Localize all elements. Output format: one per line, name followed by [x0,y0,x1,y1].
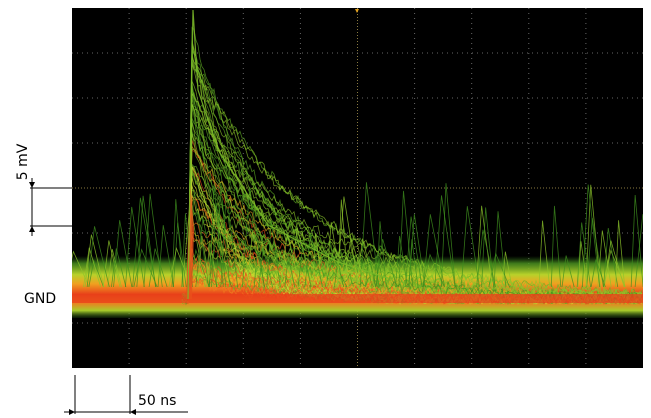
noise-spike [246,231,264,288]
noise-spike [383,251,406,288]
vertical-scale-label: 5 mV [15,143,31,180]
horizontal-scale-label: 50 ns [138,393,176,409]
ground-label: GND [24,291,56,307]
noise-spike [597,230,612,288]
noise-spike [325,222,342,288]
trace [181,49,643,301]
noise-spike [603,227,619,288]
noise-spike [171,199,184,288]
noise-spike [125,206,145,288]
noise-spike [590,259,606,288]
noise-spike [336,196,359,288]
noise-spike [102,240,121,288]
noise-spike [148,248,168,288]
noise-spike [481,207,495,288]
noise-spike [422,253,445,288]
noise-spike [581,184,601,288]
noise-spike [440,183,456,288]
noise-spike [88,258,104,288]
noise-spike [488,252,510,288]
noise-spike [422,214,445,288]
noise-spike [113,220,133,288]
noise-spike [356,238,375,288]
noise-spike [395,236,408,288]
noise-spike [475,205,493,288]
noise-spike [168,246,192,288]
noise-spike [143,193,163,288]
noise-spike [133,248,158,288]
noise-spike [304,233,323,288]
noise-spike [297,247,312,288]
noise-spike [416,259,434,288]
trace [181,56,643,298]
noise-spike [434,195,456,288]
noise-spike [501,251,513,288]
noise-spike [576,222,591,288]
noise-spike [550,205,562,288]
noise-spike [405,216,423,288]
peak-envelope [187,9,389,300]
noise-spike [215,183,231,288]
noise-spike [83,247,102,288]
noise-spike [205,241,219,288]
noise-spike [365,255,377,288]
noise-spike [493,211,507,288]
noise-spike [408,239,419,288]
noise-spike [209,184,224,288]
noise-spike [615,220,626,288]
noise-spike [266,220,281,288]
noise-spike [585,184,601,288]
noise-spike [284,255,296,288]
trigger-marker [355,9,359,13]
noise-spike [208,237,232,288]
noise-spike [242,186,265,288]
noise-spike [157,225,175,288]
noise-spike [376,221,387,288]
noise-spike [86,226,110,288]
noise-spike [195,218,218,288]
noise-spike [84,234,105,288]
trace-core [72,294,643,303]
noise-spike [72,250,90,288]
noise-spike [207,207,231,288]
noise-spike [630,194,643,288]
noise-spike [538,220,551,288]
noise-spike [634,214,643,288]
noise-spike [258,248,273,288]
noise-spike [132,197,157,288]
noise-spike [280,234,301,288]
noise-spike [111,248,127,288]
waveform [72,9,643,318]
noise-spike [460,206,480,288]
noise-spike [398,190,414,288]
noise-spike [136,195,156,288]
noise-spike [359,182,380,288]
noise-spike [312,232,323,288]
noise-spike [577,241,588,288]
noise-spike [107,249,122,288]
noise-spike [603,240,625,288]
noise-spike [561,255,575,288]
